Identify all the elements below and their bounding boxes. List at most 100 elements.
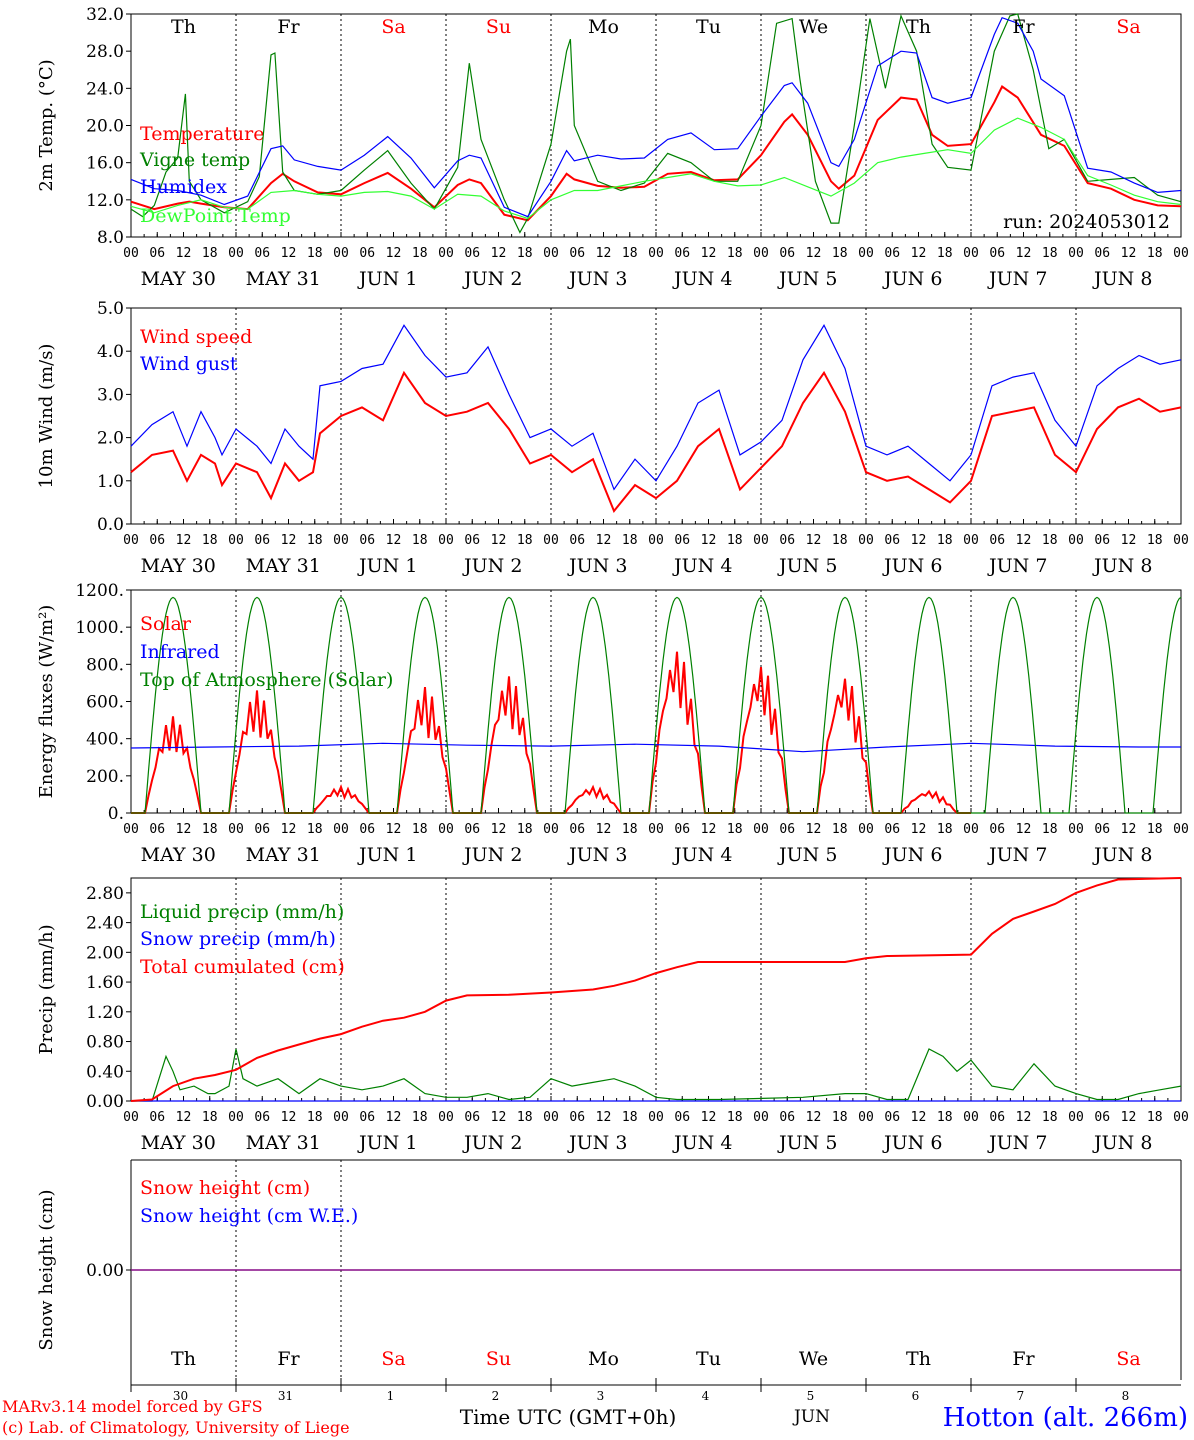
x-tick-label: 06 [359, 1110, 375, 1125]
x-tick-label: 18 [622, 822, 638, 837]
x-tick-label: 06 [674, 533, 690, 548]
series-line-wind-gust [130, 324, 1182, 491]
date-label: JUN 5 [777, 1132, 837, 1154]
x-tick-label: 06 [779, 246, 795, 261]
x-tick-label: 18 [1147, 1110, 1163, 1125]
y-tick-label: 1.20 [86, 1003, 124, 1023]
x-tick-label: 00 [858, 822, 874, 837]
legend-entry: Solar [140, 613, 192, 635]
x-tick-label: 12 [176, 246, 192, 261]
footer: MARv3.14 model forced by GFS (c) Lab. of… [2, 1397, 1188, 1437]
weekday-label: Sa [381, 1348, 405, 1370]
x-tick-label: 18 [727, 1110, 743, 1125]
date-label: JUN 8 [1092, 555, 1152, 577]
x-tick-label: 00 [543, 533, 559, 548]
x-tick-label: 06 [884, 246, 900, 261]
x-tick-label: 00 [1173, 246, 1189, 261]
model-credit: MARv3.14 model forced by GFS [2, 1397, 263, 1416]
x-tick-label: 12 [596, 246, 612, 261]
x-tick-label: 18 [1042, 533, 1058, 548]
x-tick-label: 06 [359, 822, 375, 837]
y-tick-label: 1.0 [97, 472, 124, 492]
series-line-top-of-atmosphere-solar- [131, 596, 1182, 814]
x-tick-label: 12 [386, 533, 402, 548]
legend-entry: Snow precip (mm/h) [140, 928, 336, 950]
y-tick-label: 4.0 [97, 342, 124, 362]
x-tick-label: 18 [517, 1110, 533, 1125]
x-tick-label: 00 [123, 246, 139, 261]
y-tick-label: 5.0 [97, 299, 124, 319]
date-label: JUN 6 [882, 844, 942, 866]
panel-3: 0. 200. 400. 600. 800. 1000. 1200. Energy fluxe… [36, 581, 1189, 866]
y-tick-label: 0. [108, 804, 124, 824]
x-tick-label: 18 [517, 246, 533, 261]
day-number-label: 6 [912, 1389, 920, 1403]
y-tick-label: 600. [86, 693, 124, 713]
x-tick-label: 00 [963, 533, 979, 548]
x-tick-label: 12 [386, 246, 402, 261]
x-tick-label: 18 [937, 533, 953, 548]
x-tick-label: 06 [359, 533, 375, 548]
y-axis-label: Energy fluxes (W/m²) [36, 605, 57, 799]
date-label: JUN 6 [882, 555, 942, 577]
weekday-label: Th [171, 1348, 196, 1370]
legend-entry: Infrared [140, 641, 220, 663]
date-label: JUN 3 [567, 844, 627, 866]
weekday-label: Th [171, 16, 196, 38]
panel-2: 0.0 1.0 2.0 3.0 4.0 5.0 10m Wind (m/s) 00 06 12 18… [36, 299, 1189, 577]
weekday-label: Fr [277, 16, 300, 38]
x-tick-label: 00 [333, 822, 349, 837]
x-tick-label: 12 [386, 822, 402, 837]
legend-entry: Top of Atmosphere (Solar) [140, 669, 393, 691]
x-tick-label: 12 [281, 822, 297, 837]
x-tick-label: 06 [779, 1110, 795, 1125]
weekday-label: We [799, 16, 828, 38]
date-label: MAY 31 [246, 268, 321, 290]
y-tick-label: 0.40 [86, 1062, 124, 1082]
x-tick-label: 12 [1016, 246, 1032, 261]
x-tick-label: 12 [596, 1110, 612, 1125]
date-label: JUN 7 [987, 268, 1047, 290]
date-label: JUN 1 [357, 555, 417, 577]
x-tick-label: 18 [1042, 822, 1058, 837]
x-tick-label: 18 [307, 822, 323, 837]
date-label: MAY 30 [141, 844, 216, 866]
date-label: JUN 7 [987, 555, 1047, 577]
date-label: JUN 4 [672, 844, 732, 866]
y-tick-label: 8.0 [97, 228, 124, 248]
x-tick-label: 00 [963, 1110, 979, 1125]
x-tick-label: 00 [858, 1110, 874, 1125]
month-label: JUN [792, 1407, 830, 1427]
date-label: JUN 8 [1092, 1132, 1152, 1154]
x-tick-label: 00 [123, 1110, 139, 1125]
lab-credit: (c) Lab. of Climatology, University of L… [2, 1418, 350, 1437]
y-tick-label: 3.0 [97, 385, 124, 405]
series-line-vigne-temp [130, 13, 1182, 234]
legend-entry: Total cumulated (cm) [140, 956, 345, 978]
weekday-label: Mo [588, 1348, 619, 1370]
x-tick-label: 18 [412, 533, 428, 548]
x-axis-label: Time UTC (GMT+0h) [460, 1405, 677, 1429]
x-tick-label: 06 [884, 1110, 900, 1125]
y-axis-label: 2m Temp. (°C) [36, 59, 57, 191]
x-tick-label: 12 [1016, 822, 1032, 837]
date-label: JUN 6 [882, 1132, 942, 1154]
x-tick-label: 12 [596, 533, 612, 548]
date-label: JUN 4 [672, 555, 732, 577]
x-tick-label: 12 [1016, 1110, 1032, 1125]
weekday-label: Su [486, 1348, 511, 1370]
x-tick-label: 12 [1016, 533, 1032, 548]
date-label: JUN 1 [357, 844, 417, 866]
x-tick-label: 00 [648, 1110, 664, 1125]
legend-entry: Liquid precip (mm/h) [140, 901, 344, 923]
x-tick-label: 00 [333, 246, 349, 261]
x-tick-label: 00 [123, 533, 139, 548]
x-tick-label: 12 [806, 1110, 822, 1125]
day-number-label: 1 [387, 1389, 395, 1403]
x-tick-label: 12 [1121, 533, 1137, 548]
x-tick-label: 00 [543, 822, 559, 837]
x-tick-label: 12 [911, 1110, 927, 1125]
y-tick-label: 1000. [75, 618, 124, 638]
x-tick-label: 00 [753, 533, 769, 548]
x-tick-label: 06 [1094, 533, 1110, 548]
